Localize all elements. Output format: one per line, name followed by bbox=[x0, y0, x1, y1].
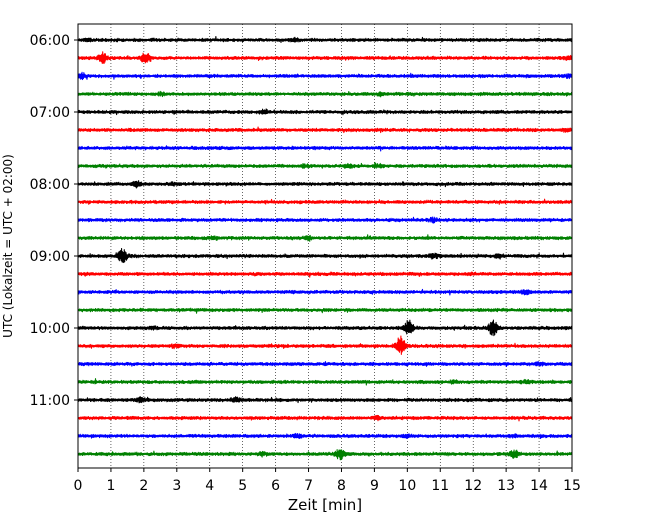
trace-1145 bbox=[77, 449, 573, 461]
trace-1100 bbox=[77, 396, 573, 404]
trace-0800 bbox=[77, 180, 573, 189]
trace-0700 bbox=[77, 108, 573, 116]
trace-0730 bbox=[77, 145, 573, 152]
x-tick-label: 2 bbox=[139, 478, 148, 494]
plot-frame bbox=[77, 23, 573, 469]
trace-0745 bbox=[77, 161, 573, 170]
x-tick-label: 0 bbox=[74, 478, 83, 494]
x-tick-label: 3 bbox=[172, 478, 181, 494]
x-tick-label: 13 bbox=[497, 478, 515, 494]
trace-0900 bbox=[77, 247, 573, 264]
seismic-traces bbox=[77, 35, 573, 461]
x-tick-label: 15 bbox=[563, 478, 581, 494]
y-tick-label: 10:00 bbox=[30, 321, 70, 337]
trace-0945 bbox=[77, 307, 573, 314]
y-tick-label: 06:00 bbox=[30, 33, 70, 49]
y-axis-title: UTC (Lokalzeit = UTC + 02:00) bbox=[1, 154, 15, 338]
x-axis-ticks: 0 1 2 3 4 5 6 7 8 9 10 11 12 13 14 15 bbox=[74, 468, 581, 494]
trace-0930 bbox=[77, 288, 573, 296]
grid-lines bbox=[110, 24, 540, 468]
trace-1130 bbox=[77, 432, 573, 440]
trace-0845 bbox=[77, 234, 573, 242]
x-tick-label: 1 bbox=[106, 478, 115, 494]
x-tick-label: 7 bbox=[304, 478, 313, 494]
x-tick-label: 6 bbox=[271, 478, 280, 494]
trace-0830 bbox=[77, 216, 573, 224]
x-tick-label: 10 bbox=[398, 478, 416, 494]
trace-1000 bbox=[77, 319, 573, 337]
y-tick-label: 07:00 bbox=[30, 105, 70, 121]
y-tick-label: 11:00 bbox=[30, 393, 70, 409]
trace-1045 bbox=[77, 378, 573, 386]
x-tick-label: 4 bbox=[205, 478, 214, 494]
trace-0915 bbox=[77, 271, 573, 278]
x-tick-label: 8 bbox=[337, 478, 346, 494]
trace-0815 bbox=[77, 198, 573, 205]
x-tick-label: 5 bbox=[238, 478, 247, 494]
trace-1115 bbox=[77, 414, 573, 422]
x-tick-label: 14 bbox=[530, 478, 548, 494]
trace-0615 bbox=[77, 51, 573, 65]
trace-0645 bbox=[77, 90, 573, 98]
y-tick-label: 09:00 bbox=[30, 249, 70, 265]
trace-1030 bbox=[77, 361, 573, 368]
x-tick-label: 9 bbox=[370, 478, 379, 494]
y-tick-label: 08:00 bbox=[30, 177, 70, 193]
x-axis-title: Zeit [min] bbox=[288, 496, 362, 514]
trace-0630 bbox=[77, 71, 573, 81]
trace-0715 bbox=[77, 126, 573, 134]
x-tick-label: 12 bbox=[464, 478, 482, 494]
y-axis-ticks: 06:00 07:00 08:00 09:00 10:00 11:00 bbox=[30, 33, 78, 409]
x-tick-label: 11 bbox=[431, 478, 449, 494]
trace-1015 bbox=[77, 335, 573, 355]
trace-0600 bbox=[77, 35, 573, 43]
